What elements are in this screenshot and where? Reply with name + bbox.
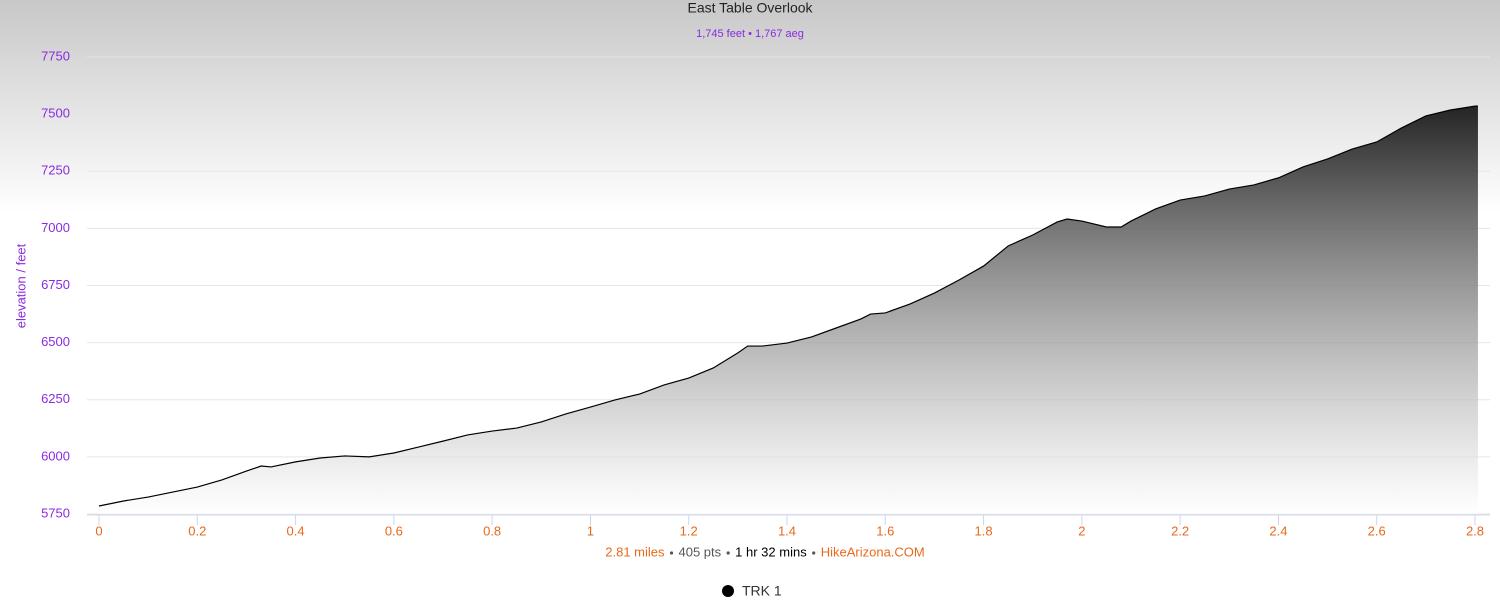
y-tick-label: 7500: [41, 106, 70, 121]
y-tick-label: 6500: [41, 334, 70, 349]
chart-title: East Table Overlook: [687, 0, 813, 16]
x-tick-label: 0.8: [483, 523, 501, 538]
x-tick-label: 2.8: [1466, 523, 1484, 538]
x-tick-label: 0: [95, 523, 102, 538]
x-tick-label: 1: [587, 523, 594, 538]
chart-subtitle: 1,745 feet • 1,767 aeg: [696, 28, 804, 40]
x-tick-label: 2.2: [1171, 523, 1189, 538]
x-tick-label: 1.2: [680, 523, 698, 538]
y-tick-label: 7750: [41, 48, 70, 63]
x-tick-label: 0.2: [188, 523, 206, 538]
elevation-line: [98, 105, 1478, 507]
footer-item: 2.81 miles: [605, 544, 665, 559]
y-tick-label: 7250: [41, 163, 70, 178]
footer-item: 405 pts: [679, 544, 722, 559]
footer-item: 1 hr 32 mins: [735, 544, 807, 559]
footer-separator: [669, 551, 674, 555]
legend-marker: [722, 585, 734, 597]
y-tick-label: 6750: [41, 277, 70, 292]
x-tick-label: 1.4: [778, 523, 796, 538]
y-axis-label: elevation / feet: [13, 243, 28, 328]
y-tick-label: 6000: [41, 448, 70, 463]
legend: TRK 1: [722, 583, 782, 599]
x-tick-label: 2.6: [1368, 523, 1386, 538]
footer: 2.81 miles 405 pts 1 hr 32 mins HikeArizona…: [605, 544, 924, 559]
y-tick-label: 7000: [41, 220, 70, 235]
area-fill: [99, 106, 1478, 514]
y-tick-label: 5750: [41, 505, 70, 520]
x-tick-label: 1.8: [975, 523, 993, 538]
x-tick-label: 2.4: [1269, 523, 1287, 538]
footer-item: HikeArizona.COM: [821, 544, 925, 559]
legend-label: TRK 1: [742, 583, 782, 599]
y-tick-label: 6250: [41, 391, 70, 406]
footer-separator: [812, 551, 816, 555]
x-tick-label: 0.6: [385, 523, 403, 538]
x-tick-label: 2: [1078, 523, 1085, 538]
x-tick-label: 1.6: [876, 523, 894, 538]
footer-separator: [726, 551, 730, 555]
x-tick-label: 0.4: [287, 523, 305, 538]
